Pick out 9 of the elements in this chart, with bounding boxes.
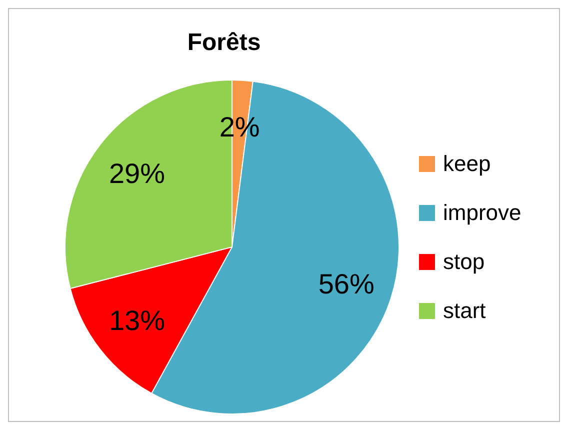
data-label: 29%	[108, 158, 166, 189]
legend-label: improve	[443, 200, 522, 226]
chart-title: Forêts	[186, 29, 262, 57]
data-label: 56%	[318, 268, 374, 300]
legend-label: keep	[443, 150, 491, 176]
data-label: 13%	[108, 305, 166, 336]
legend-label: stop	[443, 248, 485, 274]
legend-label: start	[443, 298, 486, 324]
data-label: 2%	[219, 111, 260, 142]
